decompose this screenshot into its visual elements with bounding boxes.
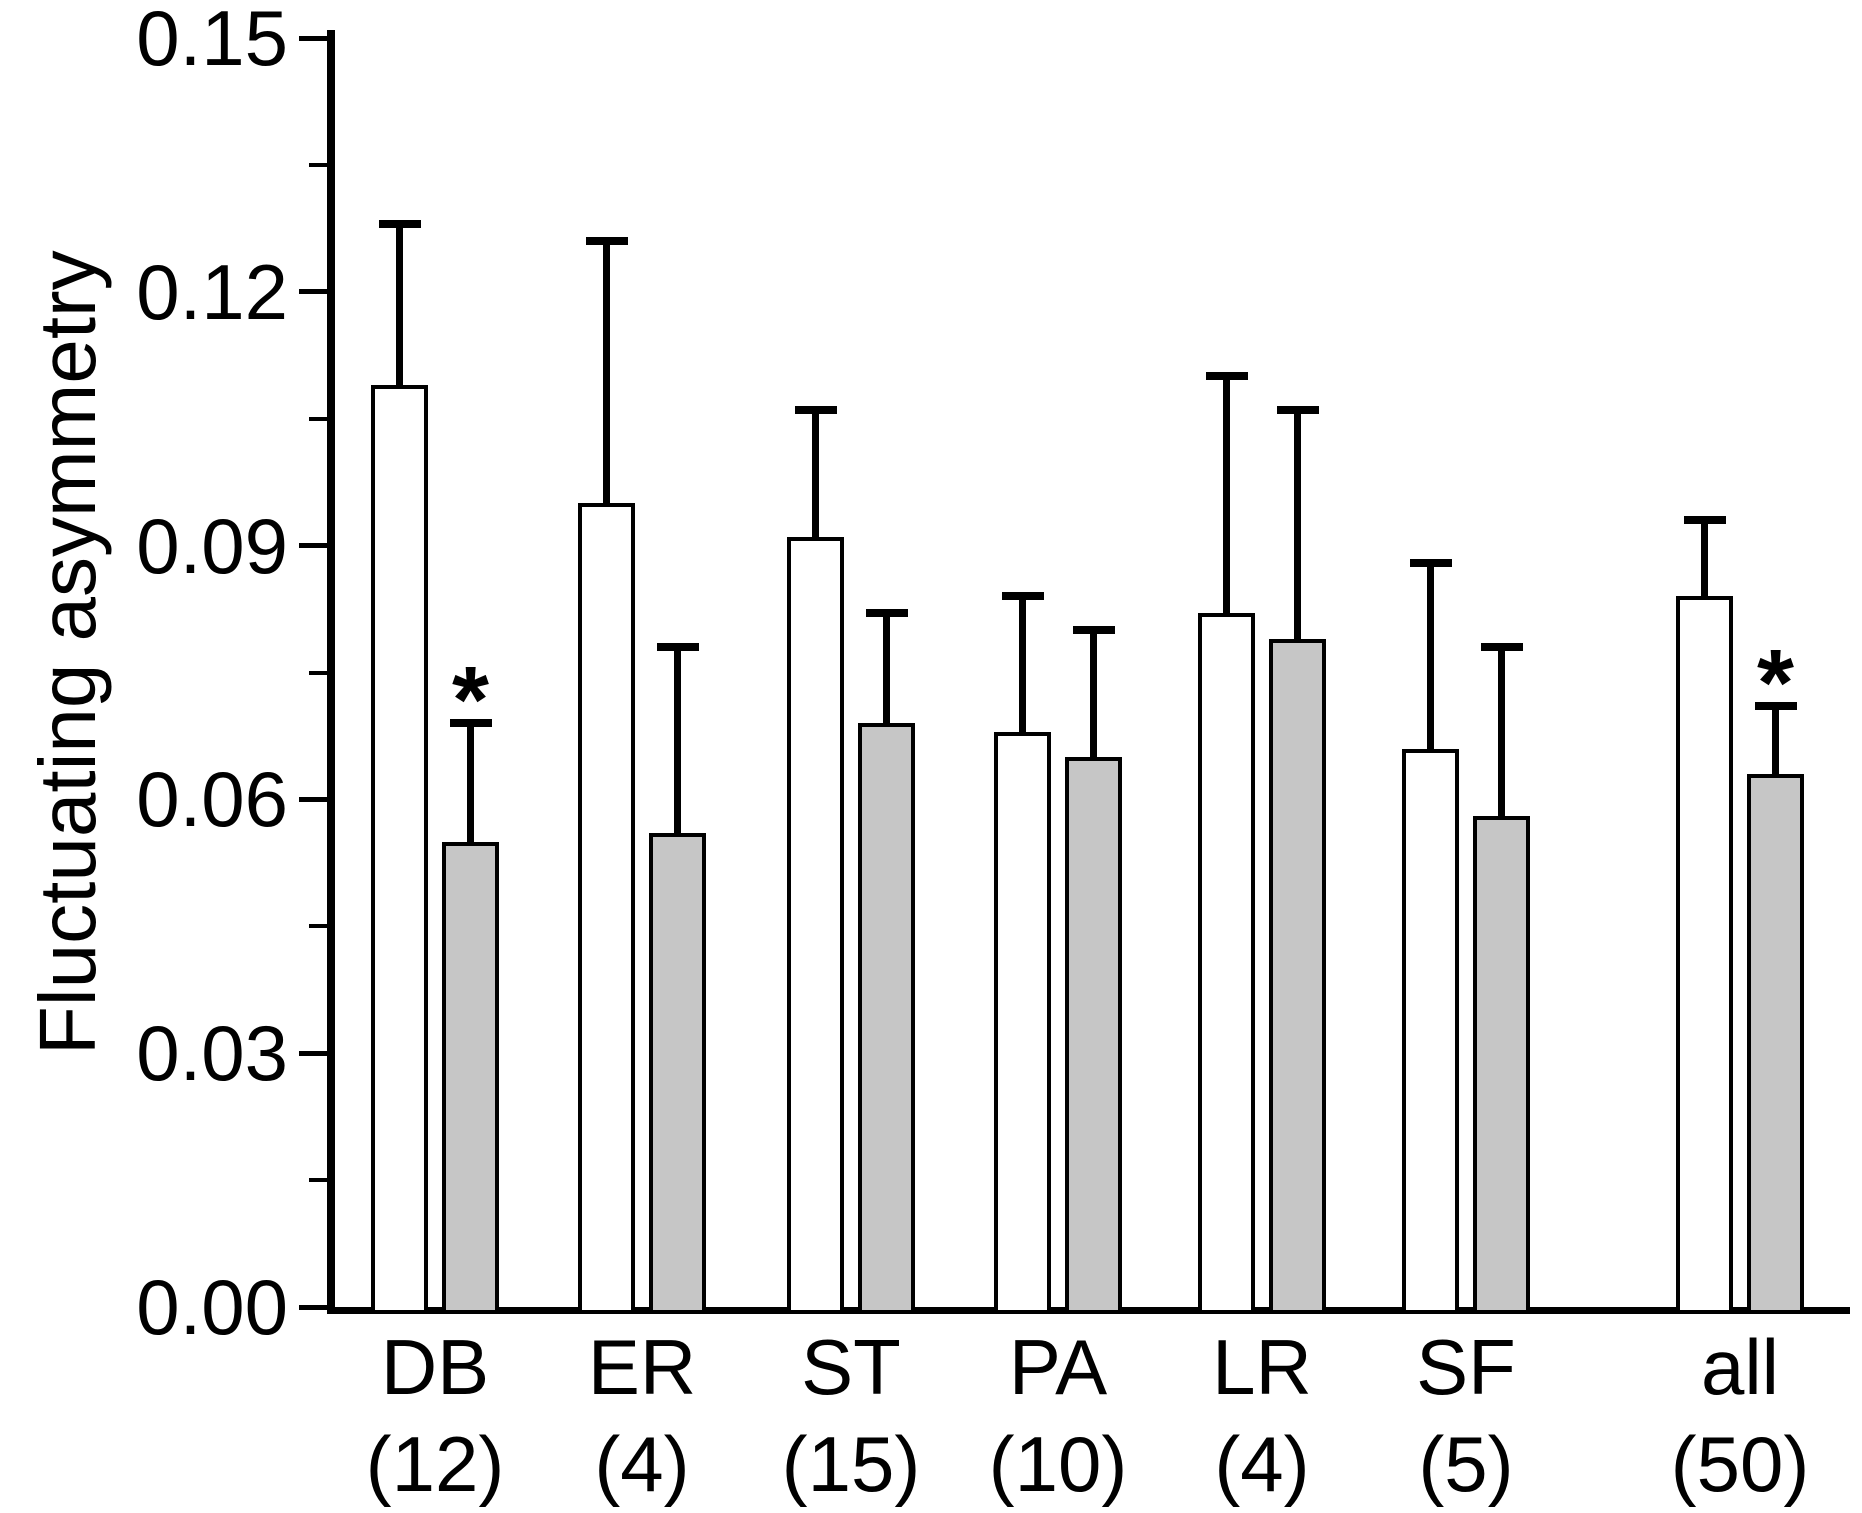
x-label-ER: ER	[587, 1323, 697, 1411]
y-tick-label: 0.09	[136, 501, 288, 590]
error-bar-line-white-SF	[1427, 562, 1434, 751]
y-minor-tick	[309, 416, 327, 421]
y-tick-label: 0.03	[136, 1009, 288, 1098]
x-label-LR: LR	[1212, 1323, 1312, 1411]
error-bar-cap-gray-ST	[865, 609, 908, 618]
sample-size-DB: (12)	[365, 1420, 505, 1508]
bar-gray-DB	[442, 841, 499, 1314]
error-bar-cap-white-PA	[1001, 592, 1044, 601]
bar-white-all	[1676, 596, 1733, 1314]
error-bar-line-gray-all	[1772, 706, 1779, 776]
y-major-tick	[299, 289, 327, 295]
x-label-DB: DB	[380, 1323, 490, 1411]
error-bar-cap-white-DB	[378, 220, 421, 229]
bar-white-LR	[1198, 613, 1255, 1314]
x-label-ST: ST	[801, 1323, 901, 1411]
y-minor-tick	[309, 670, 327, 675]
error-bar-cap-white-all	[1683, 516, 1726, 525]
y-major-tick	[299, 796, 327, 802]
y-major-tick	[299, 1050, 327, 1056]
significance-asterisk-DB: *	[452, 647, 489, 754]
error-bar-line-white-LR	[1223, 376, 1230, 616]
bar-gray-PA	[1065, 757, 1122, 1314]
bar-white-SF	[1402, 748, 1459, 1314]
sample-size-ST: (15)	[781, 1420, 921, 1508]
y-tick-label: 0.06	[136, 755, 288, 844]
error-bar-line-white-ER	[603, 241, 610, 506]
y-axis-spine	[327, 30, 335, 1314]
bar-white-ST	[787, 537, 844, 1314]
y-axis-title: Fluctuating asymmetry	[23, 250, 112, 1055]
error-bar-line-gray-PA	[1090, 630, 1097, 760]
error-bar-line-white-DB	[396, 224, 403, 387]
y-minor-tick	[309, 1178, 327, 1183]
y-major-tick	[299, 1304, 327, 1310]
error-bar-cap-gray-PA	[1072, 626, 1115, 635]
y-tick-label: 0.12	[136, 247, 288, 336]
bar-gray-ER	[649, 833, 706, 1314]
x-label-all: all	[1700, 1323, 1780, 1411]
error-bar-line-white-ST	[812, 410, 819, 540]
error-bar-line-gray-ST	[883, 613, 890, 726]
y-minor-tick	[309, 924, 327, 929]
bar-gray-LR	[1269, 638, 1326, 1314]
bar-gray-SF	[1473, 816, 1530, 1314]
error-bar-line-white-PA	[1019, 596, 1026, 734]
sample-size-LR: (4)	[1214, 1420, 1310, 1508]
y-minor-tick	[309, 162, 327, 167]
y-tick-label: 0.00	[136, 1263, 288, 1351]
sample-size-all: (50)	[1670, 1420, 1810, 1508]
error-bar-cap-white-LR	[1205, 372, 1248, 381]
error-bar-line-gray-SF	[1498, 647, 1505, 819]
bar-white-ER	[578, 503, 635, 1314]
significance-asterisk-all: *	[1757, 630, 1794, 737]
bar-white-PA	[994, 731, 1051, 1314]
error-bar-line-white-all	[1701, 520, 1708, 599]
error-bar-line-gray-ER	[674, 647, 681, 836]
sample-size-SF: (5)	[1418, 1420, 1514, 1508]
error-bar-line-gray-DB	[467, 723, 474, 844]
error-bar-cap-gray-ER	[656, 643, 699, 652]
y-major-tick	[299, 543, 327, 549]
error-bar-cap-white-ER	[585, 237, 628, 246]
error-bar-cap-white-ST	[794, 406, 837, 415]
error-bar-line-gray-LR	[1294, 410, 1301, 641]
x-label-PA: PA	[1008, 1323, 1108, 1411]
error-bar-cap-gray-LR	[1276, 406, 1319, 415]
error-bar-cap-gray-SF	[1480, 643, 1523, 652]
bar-gray-ST	[858, 723, 915, 1314]
y-tick-label: 0.15	[136, 0, 288, 82]
error-bar-cap-white-SF	[1409, 558, 1452, 567]
error-bar-cap-gray-all	[1754, 702, 1797, 711]
bar-white-DB	[371, 384, 428, 1314]
x-label-SF: SF	[1416, 1323, 1516, 1411]
sample-size-ER: (4)	[594, 1420, 690, 1508]
y-major-tick	[299, 35, 327, 41]
sample-size-PA: (10)	[988, 1420, 1128, 1508]
error-bar-cap-gray-DB	[449, 719, 492, 728]
bar-gray-all	[1747, 774, 1804, 1314]
